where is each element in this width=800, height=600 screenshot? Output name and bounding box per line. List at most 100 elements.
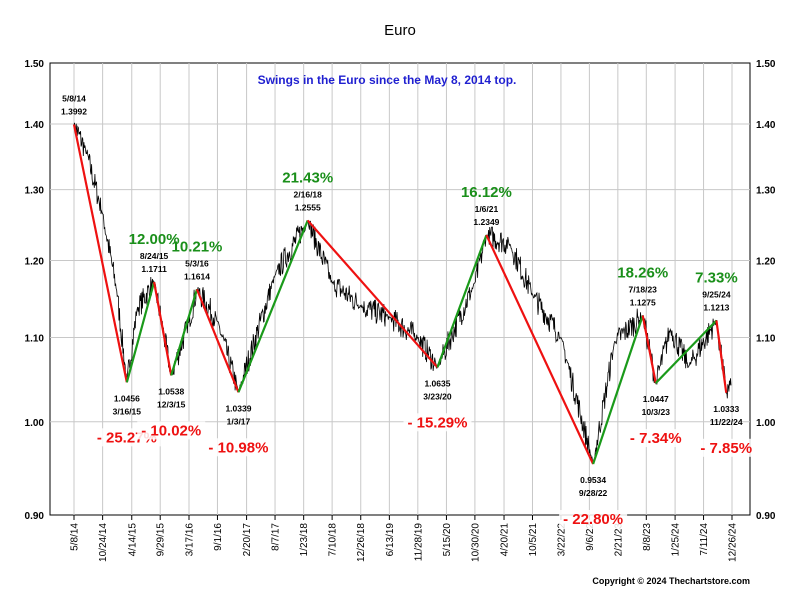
x-tick-label: 3/22/22 (556, 523, 567, 557)
down-swing-line (195, 288, 240, 393)
swing-value-label: 1.0538 (158, 386, 184, 396)
up-swing-line (237, 220, 309, 393)
swing-value-label: 1.2349 (473, 217, 499, 227)
x-tick-label: 8/8/23 (642, 523, 653, 551)
y-tick-label-left: 1.20 (25, 256, 45, 267)
percent-label-background (692, 438, 761, 457)
x-tick-label: 1/23/18 (299, 523, 310, 557)
swing-value-label: 1.0333 (713, 404, 739, 414)
swing-labels: 5/8/14 1.3992 1.0456 3/16/15 8/24/15 1.1711 1.… (61, 94, 761, 528)
x-tick-label: 2/20/17 (242, 523, 253, 557)
x-tick-label: 4/14/15 (127, 523, 138, 557)
percent-gain-label: 10.21% (172, 238, 223, 255)
chart-title: Euro (384, 22, 416, 39)
percent-loss-label: - 7.34% (630, 430, 682, 447)
x-tick-label: 7/10/18 (328, 523, 339, 557)
x-tick-label: 12/26/18 (356, 523, 367, 562)
x-tick-label: 8/7/17 (271, 523, 282, 551)
x-tick-label: 9/1/16 (213, 523, 224, 551)
x-tick-label: 7/11/24 (699, 523, 710, 556)
x-tick-label: 6/13/19 (385, 523, 396, 557)
y-tick-label-right: 1.40 (756, 120, 776, 131)
percent-label-background (559, 509, 628, 528)
y-tick-label-right: 0.90 (756, 511, 776, 522)
swing-value-label: 1.1275 (630, 298, 656, 308)
x-tick-label: 10/24/14 (98, 523, 109, 562)
copyright-text: Copyright © 2024 Thechartstore.com (592, 576, 750, 586)
swing-date-label: 8/24/15 (140, 251, 169, 261)
y-tick-label-left: 1.40 (25, 120, 45, 131)
down-swing-line (153, 281, 173, 376)
y-tick-label-left: 1.50 (25, 59, 45, 70)
percent-gain-label: 21.43% (282, 169, 333, 186)
swing-date-label: 5/8/14 (62, 94, 86, 104)
swing-lines (72, 124, 728, 465)
swing-date-label: 1/3/17 (227, 416, 251, 426)
chart-subtitle: Swings in the Euro since the May 8, 2014… (258, 73, 517, 87)
swing-date-label: 3/23/20 (423, 391, 452, 401)
y-tick-label-right: 1.10 (756, 333, 776, 344)
percent-gain-label: 16.12% (461, 184, 512, 201)
percent-label-background (137, 421, 206, 440)
swing-date-label: 11/22/24 (710, 417, 743, 427)
up-swing-line (125, 281, 156, 383)
x-tick-label: 5/8/14 (70, 523, 81, 551)
up-swing-line (592, 315, 644, 465)
swing-date-label: 5/3/16 (185, 258, 209, 268)
x-tick-label: 1/25/24 (671, 523, 682, 557)
percent-loss-label: - 10.02% (141, 422, 201, 439)
swing-date-label: 7/18/23 (629, 285, 658, 295)
up-swing-line (654, 319, 718, 384)
percent-loss-label: - 22.80% (563, 511, 623, 528)
x-tick-label: 2/21/23 (613, 523, 624, 557)
up-swing-line (170, 289, 199, 376)
swing-date-label: 3/16/15 (113, 406, 142, 416)
down-swing-line (641, 315, 657, 384)
percent-loss-label: - 15.29% (407, 414, 467, 431)
x-tick-label: 11/28/19 (413, 523, 424, 562)
down-swing-line (485, 234, 595, 465)
up-swing-line (436, 234, 488, 368)
percent-gain-label: 12.00% (129, 231, 180, 248)
swing-value-label: 1.0339 (225, 403, 251, 413)
swing-value-label: 1.1213 (703, 302, 729, 312)
x-tick-label: 4/20/21 (500, 523, 511, 557)
swing-date-label: 1/6/21 (475, 204, 499, 214)
x-tick-label: 12/26/24 (728, 523, 739, 562)
swing-value-label: 1.0635 (424, 378, 450, 388)
swing-value-label: 1.1614 (184, 271, 210, 281)
swing-date-label: 2/16/18 (294, 189, 323, 199)
swing-date-label: 12/3/15 (157, 399, 186, 409)
x-tick-label: 10/30/20 (470, 523, 481, 562)
swing-date-label: 9/28/22 (579, 488, 608, 498)
percent-label-background (204, 438, 273, 457)
percent-loss-label: - 10.98% (208, 439, 268, 456)
y-tick-label-left: 1.10 (25, 333, 45, 344)
x-axis-ticks: 5/8/14 10/24/14 4/14/15 9/29/15 3/17/16 9/1/1… (70, 515, 739, 562)
swing-date-label: 10/3/23 (642, 407, 671, 417)
swing-value-label: 0.9534 (580, 475, 606, 485)
x-tick-label: 9/29/15 (156, 523, 167, 557)
y-tick-label-right: 1.50 (756, 59, 776, 70)
y-tick-label-left: 1.00 (25, 418, 45, 429)
y-tick-label-right: 1.20 (756, 256, 776, 267)
swing-value-label: 1.3992 (61, 107, 87, 117)
y-axis-ticks: 0.90 0.90 1.00 1.00 1.10 1.10 1.20 1.20 1.30 1.30… (25, 59, 776, 522)
swing-value-label: 1.1711 (141, 264, 167, 274)
down-swing-line (72, 124, 128, 383)
swing-value-label: 1.0447 (643, 394, 669, 404)
down-swing-line (715, 320, 728, 393)
percent-loss-label: - 7.85% (700, 440, 752, 457)
y-tick-label-right: 1.00 (756, 418, 776, 429)
percent-label-background (403, 413, 472, 432)
percent-gain-label: 7.33% (695, 269, 738, 286)
y-tick-label-right: 1.30 (756, 186, 776, 197)
x-tick-label: 10/5/21 (528, 523, 539, 557)
swing-date-label: 9/25/24 (702, 289, 731, 299)
x-tick-label: 3/17/16 (185, 523, 196, 557)
y-tick-label-left: 1.30 (25, 186, 45, 197)
swing-value-label: 1.2555 (295, 202, 321, 212)
down-swing-line (306, 219, 439, 369)
x-tick-label: 5/15/20 (442, 523, 453, 557)
swing-value-label: 1.0456 (114, 393, 140, 403)
